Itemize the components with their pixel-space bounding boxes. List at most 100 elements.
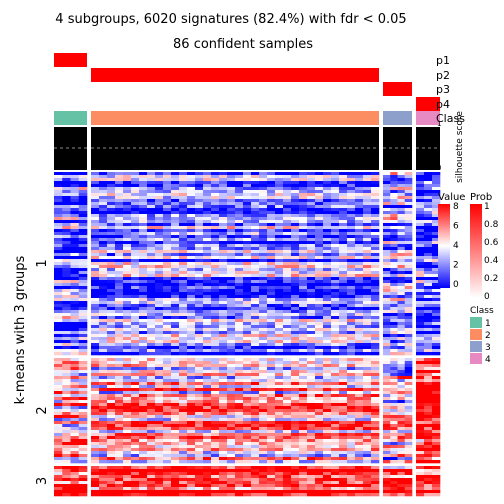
heatmap-cell — [424, 265, 433, 269]
heatmap-cell — [404, 325, 413, 329]
heatmap-cell — [211, 448, 220, 452]
heatmap-cell — [416, 172, 425, 176]
heatmap-cell — [195, 202, 204, 206]
heatmap-cell — [432, 289, 441, 293]
heatmap-cell — [115, 217, 124, 221]
heatmap-cell — [416, 403, 425, 407]
heatmap-cell — [139, 388, 148, 392]
heatmap-cell — [432, 208, 441, 212]
heatmap-cell — [267, 427, 276, 431]
heatmap-cell — [283, 265, 292, 269]
heatmap-cell — [70, 286, 80, 290]
heatmap-cell — [355, 361, 364, 365]
heatmap-cell — [383, 172, 391, 176]
heatmap-cell — [155, 403, 164, 407]
heatmap-cell — [70, 262, 80, 266]
heatmap-cell — [195, 187, 204, 191]
heatmap-cell — [307, 484, 316, 488]
heatmap-cell — [123, 175, 132, 179]
heatmap-cell — [299, 262, 308, 266]
heatmap-cell — [203, 487, 212, 491]
heatmap-cell — [115, 331, 124, 335]
heatmap-cell — [139, 274, 148, 278]
heatmap-cell — [139, 373, 148, 377]
heatmap-cell — [371, 319, 380, 323]
heatmap-cell — [99, 433, 108, 437]
heatmap-cell — [275, 418, 284, 422]
heatmap-cell — [390, 241, 398, 245]
heatmap-cell — [424, 226, 433, 230]
heatmap-cell — [315, 493, 324, 497]
heatmap-cell — [323, 193, 332, 197]
heatmap-cell — [99, 406, 108, 410]
heatmap-cell — [78, 286, 88, 290]
heatmap-cell — [179, 286, 188, 290]
heatmap-cell — [187, 259, 196, 263]
heatmap-cell — [432, 316, 441, 320]
heatmap-cell — [203, 199, 212, 203]
heatmap-cell — [371, 316, 380, 320]
heatmap-cell — [195, 448, 204, 452]
heatmap-cell — [291, 199, 300, 203]
heatmap-cell — [91, 424, 100, 428]
heatmap-cell — [62, 427, 71, 431]
heatmap-cell — [62, 478, 71, 482]
heatmap-cell — [62, 460, 71, 464]
heatmap-cell — [243, 313, 252, 317]
heatmap-cell — [99, 325, 108, 329]
heatmap-cell — [107, 250, 116, 254]
heatmap-cell — [267, 277, 276, 281]
heatmap-cell — [251, 376, 260, 380]
heatmap-cell — [211, 442, 220, 446]
heatmap-cell — [219, 226, 228, 230]
heatmap-cell — [315, 217, 324, 221]
heatmap-cell — [187, 451, 196, 455]
heatmap-cell — [416, 349, 425, 353]
heatmap-cell — [235, 175, 244, 179]
heatmap-cell — [432, 460, 441, 464]
heatmap-cell — [390, 481, 398, 485]
heatmap-cell — [187, 409, 196, 413]
heatmap-cell — [155, 256, 164, 260]
heatmap-cell — [432, 424, 441, 428]
heatmap-cell — [383, 361, 391, 365]
heatmap-cell — [62, 280, 71, 284]
heatmap-cell — [179, 277, 188, 281]
heatmap-cell — [211, 337, 220, 341]
heatmap-cell — [155, 274, 164, 278]
heatmap-cell — [99, 376, 108, 380]
heatmap-cell — [195, 220, 204, 224]
heatmap-cell — [99, 304, 108, 308]
heatmap-cell — [123, 343, 132, 347]
heatmap-cell — [115, 280, 124, 284]
heatmap-cell — [227, 472, 236, 476]
heatmap-cell — [251, 388, 260, 392]
heatmap-cell — [307, 316, 316, 320]
heatmap-cell — [115, 493, 124, 497]
heatmap-cell — [267, 430, 276, 434]
heatmap-cell — [432, 370, 441, 374]
heatmap-cell — [179, 493, 188, 497]
heatmap-cell — [243, 382, 252, 386]
heatmap-cell — [147, 232, 156, 236]
heatmap-cell — [307, 229, 316, 233]
heatmap-cell — [203, 382, 212, 386]
heatmap-cell — [397, 382, 406, 386]
heatmap-cell — [115, 382, 124, 386]
heatmap-cell — [275, 172, 284, 176]
heatmap-cell — [107, 226, 116, 230]
heatmap-cell — [219, 172, 228, 176]
heatmap-cell — [195, 211, 204, 215]
heatmap-cell — [363, 388, 372, 392]
heatmap-cell — [404, 322, 413, 326]
heatmap-cell — [331, 235, 340, 239]
heatmap-cell — [283, 175, 292, 179]
heatmap-cell — [123, 394, 132, 398]
heatmap-cell — [371, 442, 380, 446]
heatmap-cell — [163, 331, 172, 335]
heatmap-cell — [54, 259, 63, 263]
heatmap-cell — [139, 412, 148, 416]
silhouette-bar — [383, 127, 412, 170]
heatmap-cell — [275, 481, 284, 485]
heatmap-cell — [371, 298, 380, 302]
